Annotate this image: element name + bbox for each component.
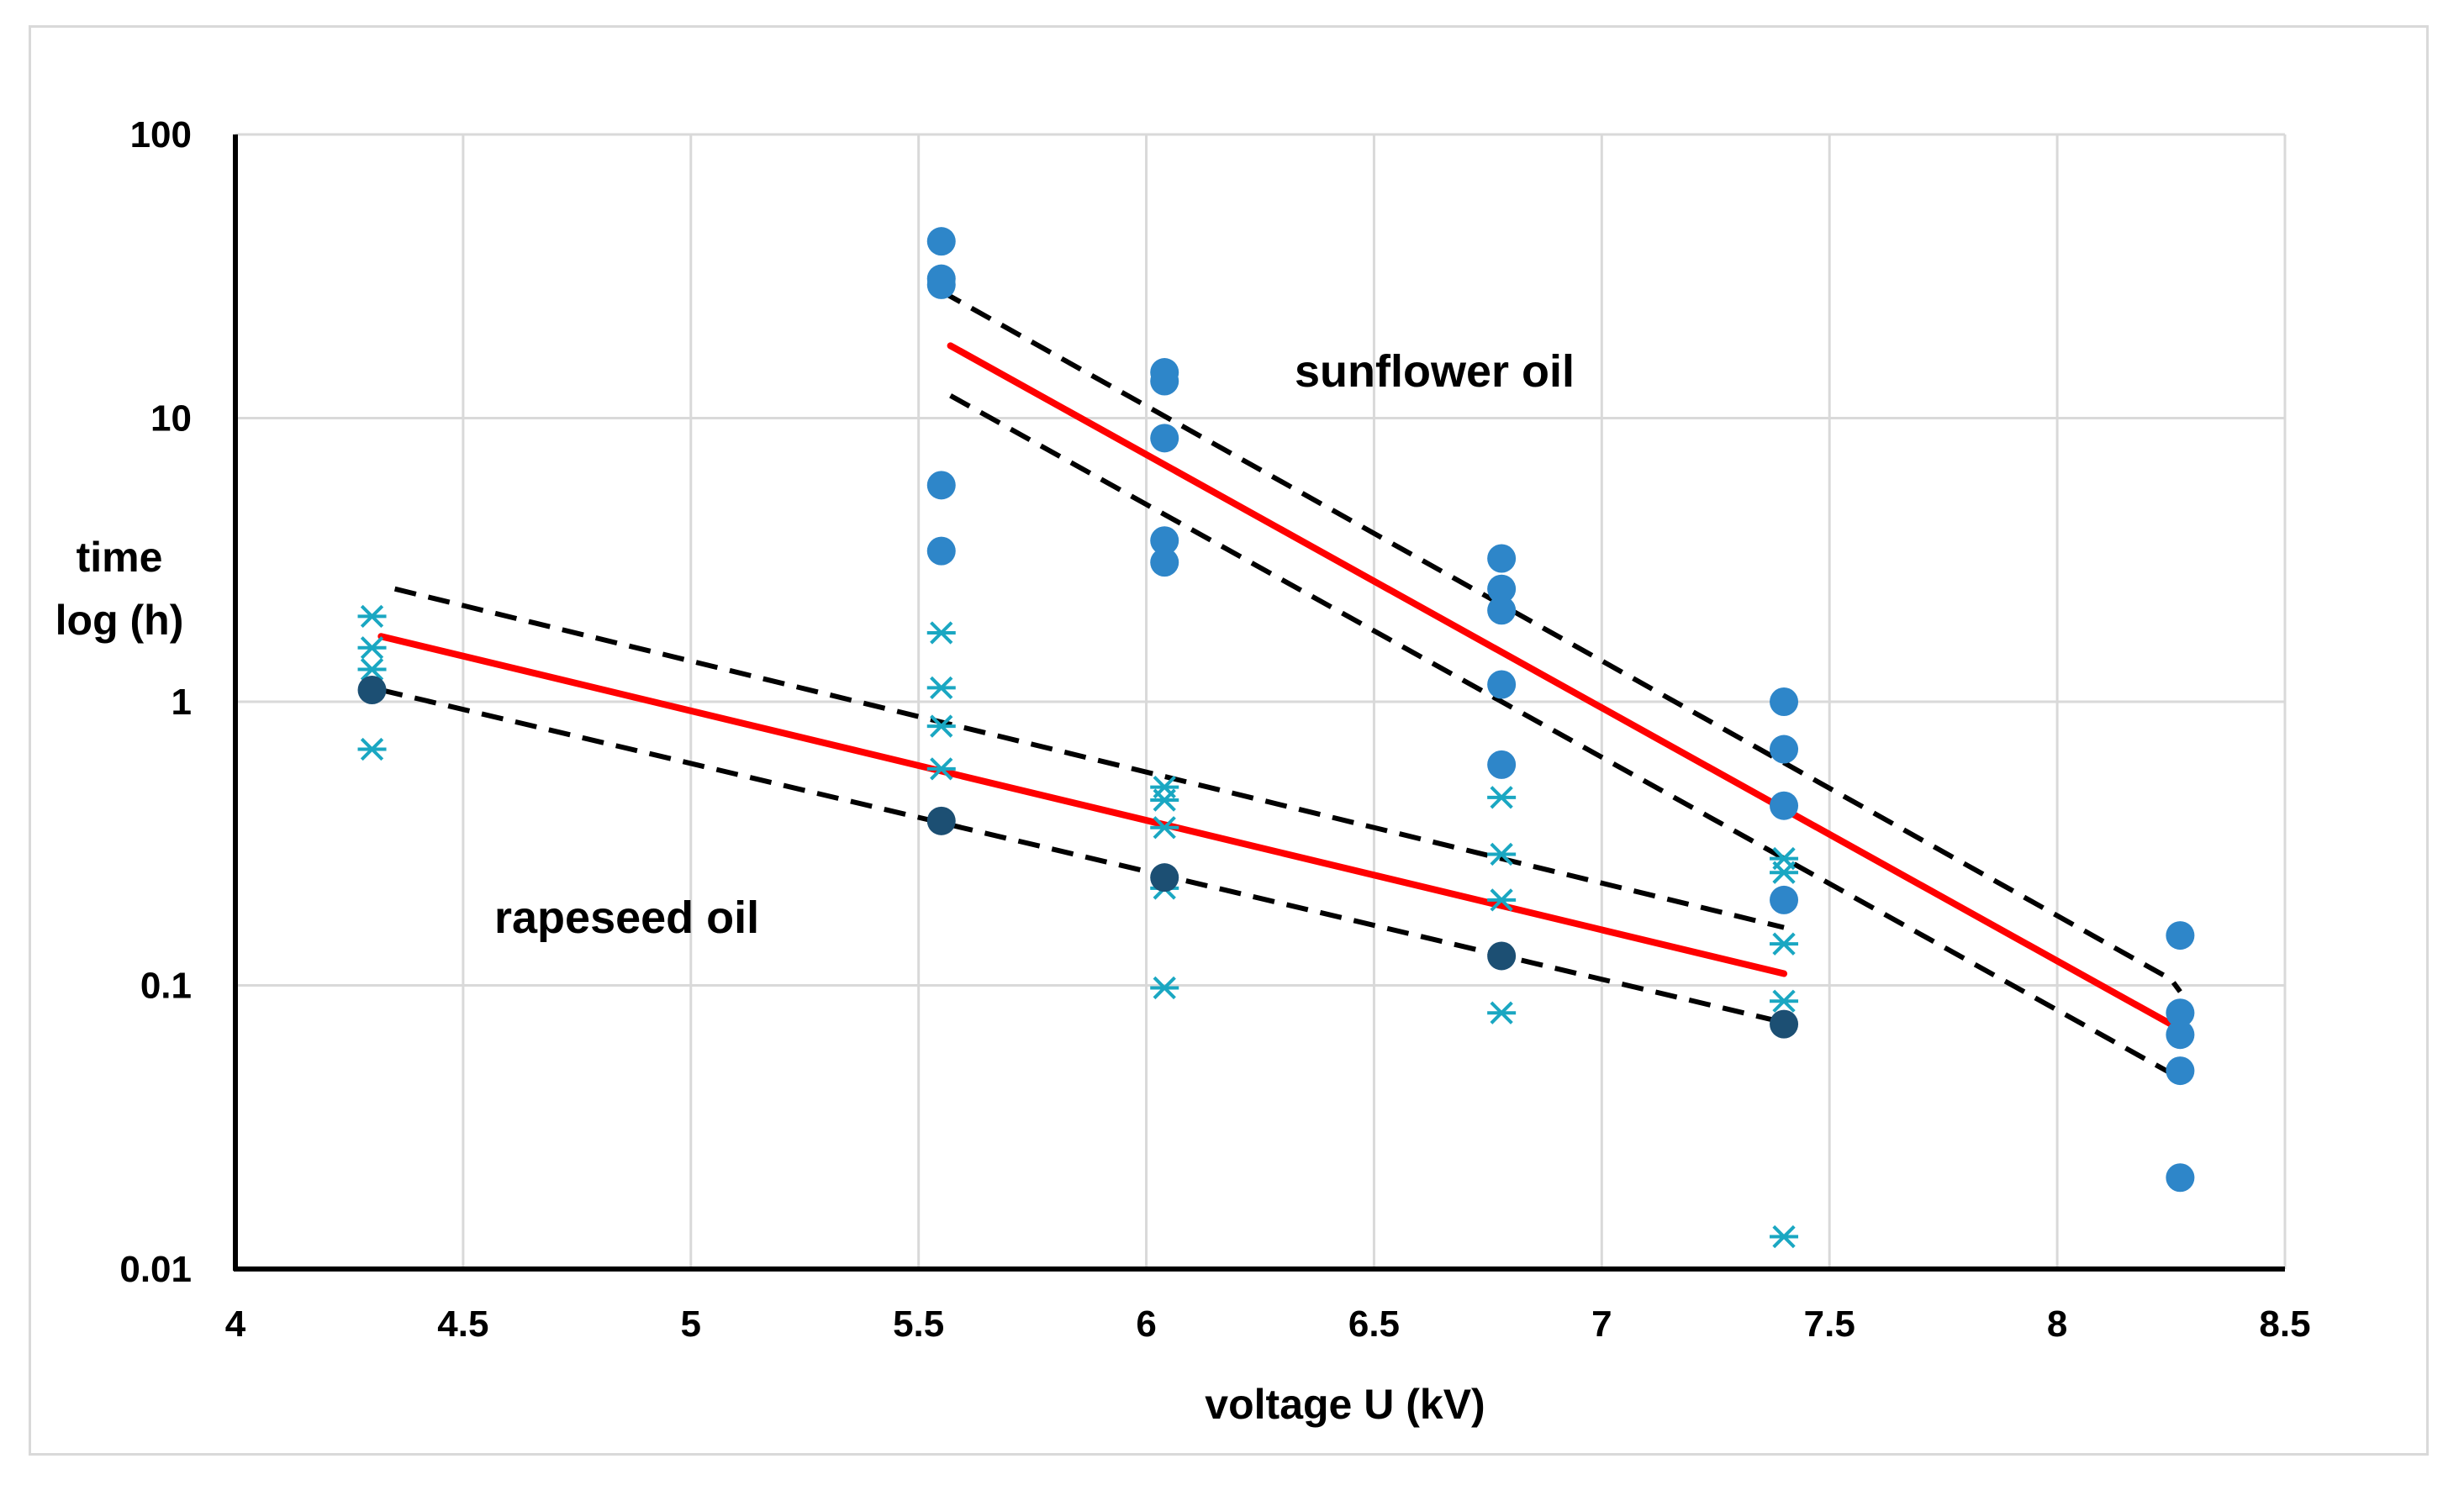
rapeseed-oil-point (1770, 861, 1799, 884)
sunflower-oil-point (1150, 424, 1179, 453)
rapeseed-oil-point (1770, 989, 1799, 1013)
chart-frame (29, 25, 2429, 1456)
x-tick-label: 6.5 (1348, 1303, 1400, 1345)
y-axis-title-line-2: log (h) (55, 597, 184, 644)
rapeseed-oil-dark-point (1487, 941, 1517, 971)
sunflower-oil-point (2166, 998, 2195, 1028)
gridlines (235, 133, 2287, 1269)
y-tick-label: 100 (130, 114, 192, 155)
axes (233, 134, 2285, 1272)
sunflower-oil-label: sunflower oil (1295, 346, 1575, 397)
rapeseed-oil-point (357, 636, 387, 660)
fit-line (377, 633, 1788, 977)
rapeseed-oil-point (926, 621, 956, 645)
rapeseed-oil-point (357, 604, 387, 629)
rapeseed-oil-point (1150, 788, 1179, 812)
x-tick-label: 5 (681, 1303, 701, 1345)
sunflower-oil-point (1770, 735, 1799, 764)
data-markers (357, 227, 2195, 1249)
rapeseed-oil-point (1150, 816, 1179, 840)
fit-lines (377, 342, 2184, 1033)
sunflower-oil-point (926, 227, 956, 256)
sunflower-oil-point (2166, 921, 2195, 951)
x-tick-label: 7 (1591, 1303, 1612, 1345)
rapeseed-oil-point (1487, 888, 1517, 912)
y-axis-title-line-1: time (77, 534, 163, 581)
x-tick-label: 7.5 (1804, 1303, 1855, 1345)
confidence-band (949, 393, 2182, 1081)
rapeseed-oil-point (1150, 976, 1179, 1000)
rapeseed-oil-point (1487, 786, 1517, 809)
confidence-bands (380, 288, 2182, 1081)
y-tick-label: 10 (150, 398, 192, 440)
sunflower-oil-point (2166, 1020, 2195, 1050)
sunflower-oil-point (1150, 526, 1179, 556)
x-tick-label: 6 (1136, 1303, 1156, 1345)
rapeseed-oil-label: rapeseed oil (494, 893, 759, 943)
rapeseed-oil-point (357, 657, 387, 682)
y-tick-label: 0.01 (119, 1249, 192, 1290)
x-tick-label: 4 (225, 1303, 246, 1345)
sunflower-oil-point (1487, 574, 1517, 603)
sunflower-oil-point (1487, 750, 1517, 779)
sunflower-oil-point (1487, 596, 1517, 625)
sunflower-oil-point (1770, 687, 1799, 716)
rapeseed-oil-point (1487, 842, 1517, 866)
sunflower-oil-point (1487, 670, 1517, 699)
rapeseed-oil-point (357, 737, 387, 761)
confidence-band (380, 687, 1785, 1025)
y-tick-label: 1 (171, 682, 192, 723)
rapeseed-oil-point (926, 676, 956, 700)
rapeseed-oil-dark-point (1770, 1009, 1799, 1039)
sunflower-oil-point (1487, 544, 1517, 573)
confidence-band (940, 288, 2182, 993)
y-tick-labels: 0.01 0.1 1 10 100 (119, 114, 192, 1290)
rapeseed-oil-dark-point (926, 806, 956, 835)
sunflower-oil-point (1150, 366, 1179, 396)
fit-line (947, 342, 2184, 1033)
x-tick-labels: 4 4.5 5 5.5 6 6.5 7 7.5 8 8.5 (225, 1303, 2311, 1345)
x-axis-title: voltage U (kV) (1205, 1381, 1485, 1428)
confidence-band (393, 586, 1785, 930)
sunflower-oil-point (2166, 1056, 2195, 1086)
rapeseed-oil-point (1770, 1224, 1799, 1249)
rapeseed-oil-dark-point (357, 676, 387, 705)
sunflower-oil-point (1150, 548, 1179, 577)
rapeseed-oil-dark-point (1150, 863, 1179, 893)
sunflower-oil-point (1770, 791, 1799, 820)
sunflower-oil-point (926, 536, 956, 566)
x-tick-label: 8.5 (2259, 1303, 2310, 1345)
x-tick-label: 5.5 (893, 1303, 944, 1345)
rapeseed-oil-point (926, 714, 956, 738)
rapeseed-oil-point (1770, 932, 1799, 956)
rapeseed-oil-point (926, 757, 956, 781)
x-tick-label: 4.5 (437, 1303, 488, 1345)
sunflower-oil-point (926, 270, 956, 299)
rapeseed-oil-point (1487, 1001, 1517, 1024)
sunflower-oil-point (926, 471, 956, 500)
y-tick-label: 0.1 (140, 966, 192, 1007)
x-tick-label: 8 (2047, 1303, 2067, 1345)
sunflower-oil-point (1770, 885, 1799, 914)
sunflower-oil-point (2166, 1163, 2195, 1193)
